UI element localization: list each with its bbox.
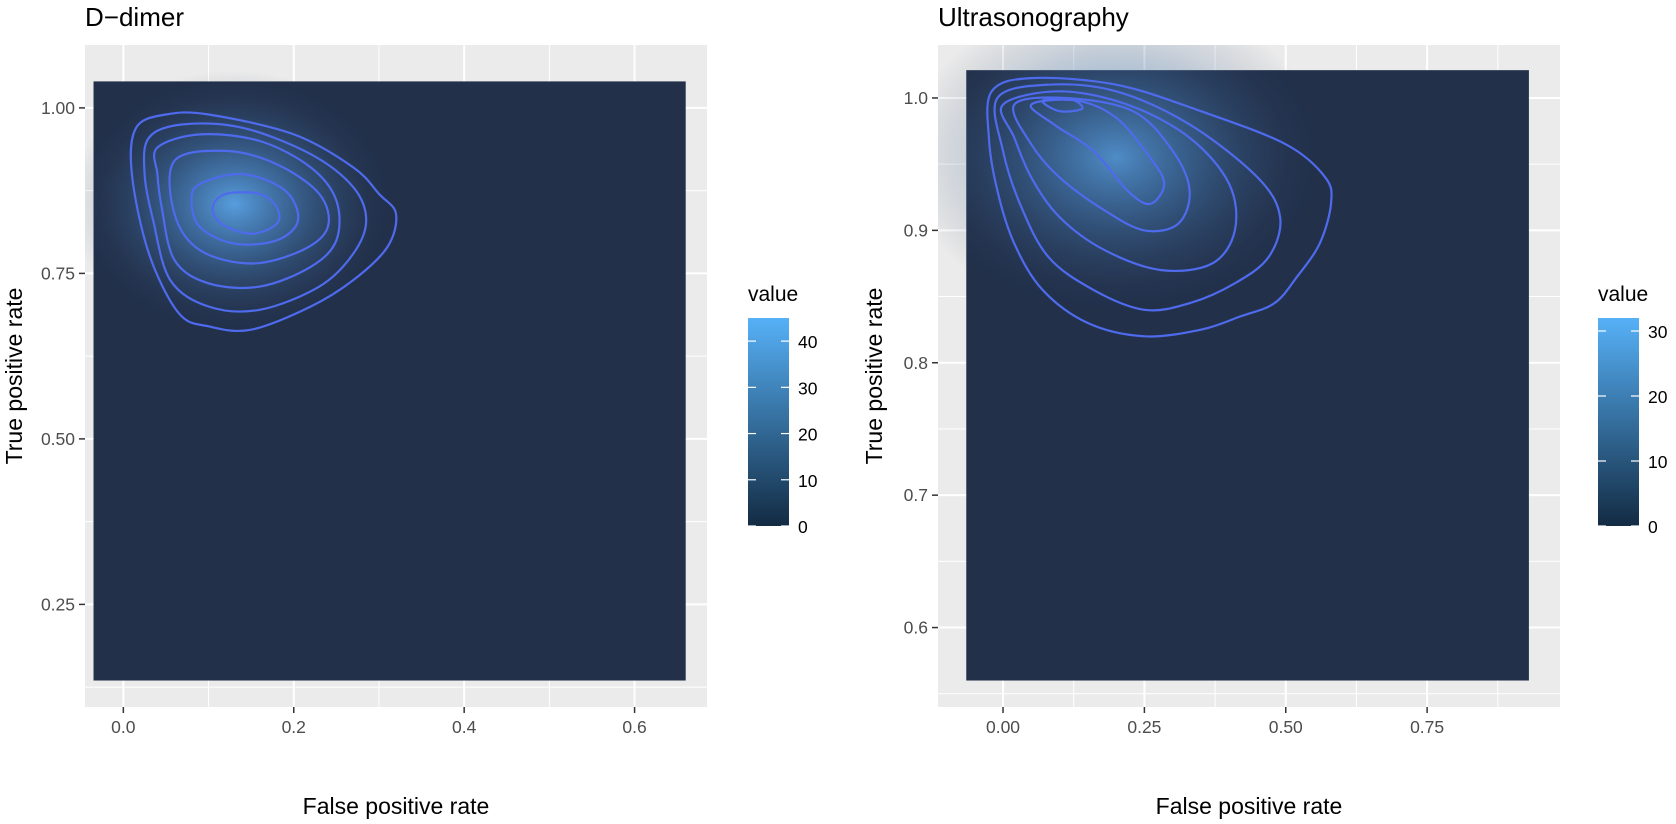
y-tick-label: 0.50 — [41, 429, 75, 449]
legend-colorbar — [1598, 318, 1639, 526]
legend-tick-label: 20 — [798, 425, 818, 445]
legend-ticks: 0 10 20 30 40 — [748, 332, 818, 537]
x-tick-label: 0.4 — [452, 717, 477, 737]
y-axis-title: True positive rate — [861, 288, 887, 465]
y-tick-label: 0.25 — [41, 594, 75, 614]
y-tick-label: 0.9 — [904, 220, 928, 240]
legend: value 0 10 20 30 — [1598, 283, 1668, 537]
y-tick-label: 1.0 — [904, 88, 929, 108]
legend-tick-label: 30 — [798, 378, 818, 398]
x-tick-label: 0.50 — [1269, 717, 1303, 737]
legend-tick-label: 10 — [1648, 452, 1668, 472]
x-tick-label: 0.75 — [1410, 717, 1444, 737]
contour-line-6 — [211, 191, 281, 235]
contour-line-1 — [129, 111, 398, 333]
contour-line-5 — [1029, 98, 1166, 206]
x-axis-title: False positive rate — [303, 793, 490, 819]
x-axis: 0.0 0.2 0.4 0.6 — [111, 707, 647, 737]
legend-tick-label: 20 — [1648, 387, 1668, 407]
legend-tick-label: 0 — [798, 517, 808, 537]
y-tick-label: 1.00 — [41, 98, 75, 118]
legend-ticks: 0 10 20 30 — [1598, 322, 1668, 537]
x-tick-label: 0.0 — [111, 717, 136, 737]
x-tick-label: 0.6 — [622, 717, 646, 737]
contour-line-4 — [168, 149, 330, 265]
y-axis: 0.6 0.7 0.8 0.9 1.0 — [904, 88, 938, 638]
density-highlight — [85, 70, 398, 338]
y-tick-label: 0.6 — [904, 618, 928, 638]
density-highlight — [938, 45, 1329, 318]
contour-line-4 — [1012, 96, 1191, 233]
contour-line-2 — [993, 83, 1282, 312]
x-tick-label: 0.00 — [986, 717, 1020, 737]
legend: value 0 10 20 30 40 — [748, 283, 818, 537]
contour-line-3 — [152, 133, 341, 290]
contour-lines — [129, 111, 398, 333]
y-tick-label: 0.75 — [41, 263, 75, 283]
contour-line-3 — [999, 90, 1238, 273]
panel-title: Ultrasonography — [938, 2, 1129, 32]
y-tick-label: 0.7 — [904, 485, 928, 505]
panel-title: D−dimer — [85, 2, 184, 32]
y-axis-title: True positive rate — [1, 288, 27, 465]
contour-line-1 — [986, 76, 1333, 338]
contour-line-6 — [1041, 97, 1084, 113]
panel-d-dimer: D−dimer 0.25 0.50 0.75 1.00 0.0 0.2 0.4 0.6 Fa… — [1, 2, 818, 819]
contour-line-5 — [190, 172, 300, 246]
x-axis: 0.00 0.25 0.50 0.75 — [986, 707, 1444, 737]
legend-tick-label: 30 — [1648, 322, 1668, 342]
contour-lines — [986, 76, 1333, 338]
legend-tick-label: 10 — [798, 471, 818, 491]
legend-tick-label: 40 — [798, 332, 818, 352]
legend-title: value — [1598, 283, 1648, 306]
legend-colorbar — [748, 318, 789, 526]
y-axis: 0.25 0.50 0.75 1.00 — [41, 98, 85, 614]
legend-title: value — [748, 283, 798, 306]
x-tick-label: 0.2 — [282, 717, 306, 737]
x-tick-label: 0.25 — [1127, 717, 1161, 737]
panel-ultrasonography: Ultrasonography 0.6 0.7 0.8 0.9 1.0 0.00 0.25… — [861, 2, 1668, 819]
contour-line-2 — [142, 122, 368, 313]
y-tick-label: 0.8 — [904, 353, 928, 373]
x-axis-title: False positive rate — [1156, 793, 1343, 819]
legend-tick-label: 0 — [1648, 517, 1658, 537]
